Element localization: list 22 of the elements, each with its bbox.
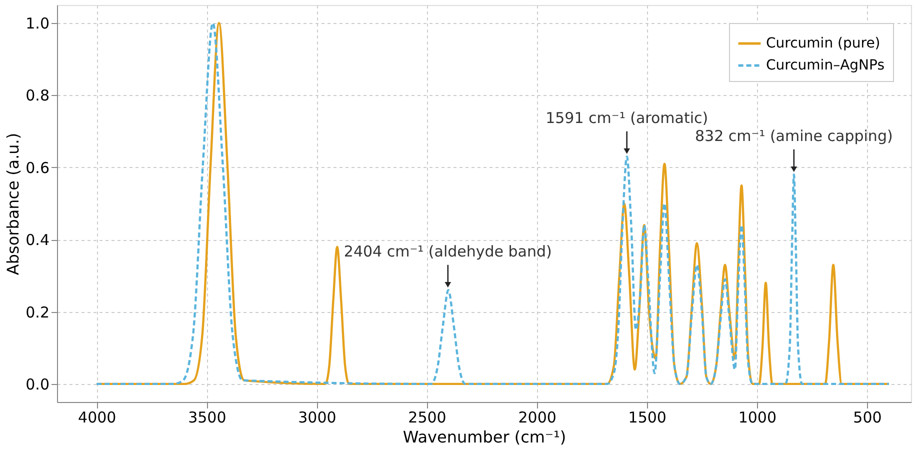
x-tick-label: 2500 xyxy=(408,408,446,426)
annotation: 2404 cm⁻¹ (aldehyde band) xyxy=(344,242,552,260)
annotation: 832 cm⁻¹ (amine capping) xyxy=(695,126,893,145)
y-axis-title: Absorbance (a.u.) xyxy=(4,132,23,276)
y-tick-label: 1.0 xyxy=(26,14,50,33)
x-tick-label: 4000 xyxy=(78,408,116,426)
y-tick-label: 0.4 xyxy=(26,231,50,250)
legend-label: Curcumin (pure) xyxy=(766,36,880,52)
legend-label: Curcumin–AgNPs xyxy=(766,58,884,74)
x-tick-label: 1500 xyxy=(628,408,666,426)
x-tick-label: 1000 xyxy=(738,408,777,426)
x-tick-label: 2000 xyxy=(518,408,556,426)
y-tick-label: 0.2 xyxy=(26,303,50,322)
annotation: 1591 cm⁻¹ (aromatic) xyxy=(546,108,708,127)
x-tick-label: 3500 xyxy=(188,408,226,426)
x-tick-label: 3000 xyxy=(298,408,336,426)
x-tick-label: 500 xyxy=(853,408,882,426)
y-tick-label: 0.6 xyxy=(26,158,50,177)
y-tick-label: 0.8 xyxy=(26,86,50,105)
line-series xyxy=(96,22,890,386)
x-axis-title: Wavenumber (cm⁻¹) xyxy=(402,428,566,446)
y-tick-label: 0.0 xyxy=(26,375,50,394)
